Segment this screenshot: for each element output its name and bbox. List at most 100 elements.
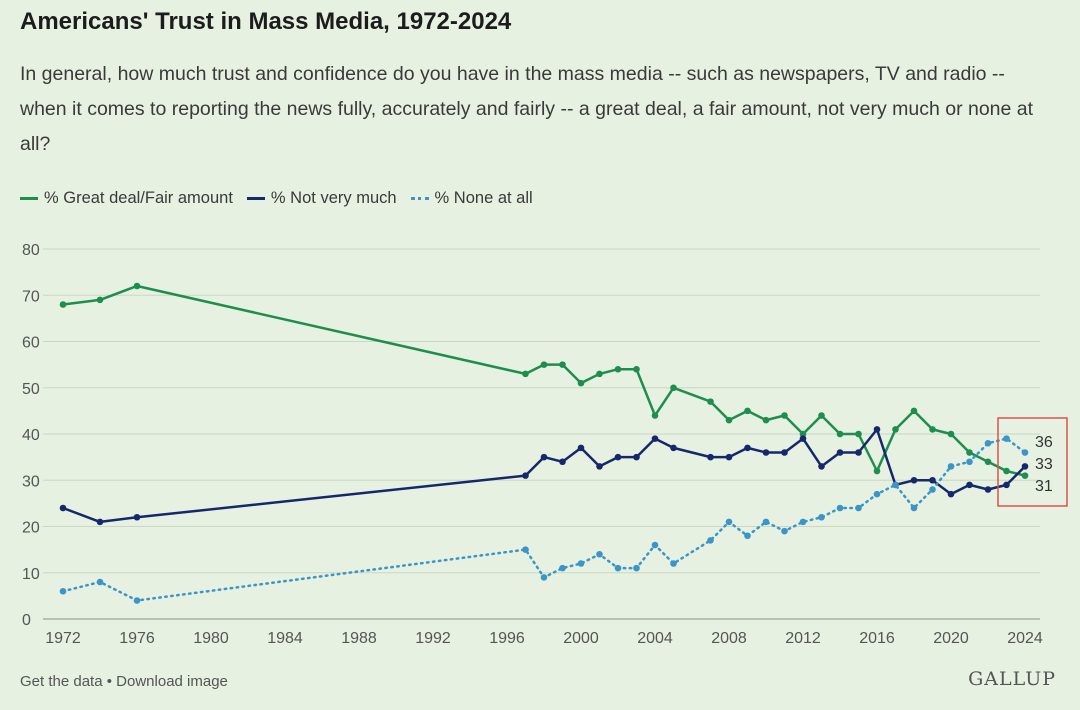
y-tick-label-10: 10 bbox=[22, 566, 40, 583]
y-tick-label-70: 70 bbox=[22, 288, 40, 305]
point-not-very-much-2000 bbox=[577, 444, 585, 452]
y-tick-label-80: 80 bbox=[22, 242, 40, 259]
point-none-at-all-1976 bbox=[133, 597, 141, 604]
point-not-very-much-2011 bbox=[781, 449, 788, 456]
point-great-deal-2016 bbox=[873, 467, 881, 475]
point-not-very-much-1999 bbox=[559, 458, 566, 466]
x-tick-label-1984: 1984 bbox=[267, 630, 303, 647]
point-none-at-all-2017 bbox=[892, 481, 899, 489]
point-great-deal-2001 bbox=[596, 370, 603, 378]
point-none-at-all-2015 bbox=[855, 504, 862, 512]
legend-label-great-deal: % Great deal/Fair amount bbox=[44, 189, 233, 207]
point-not-very-much-2013 bbox=[818, 463, 825, 470]
point-not-very-much-2003 bbox=[633, 453, 640, 461]
point-not-very-much-2019 bbox=[929, 476, 936, 484]
point-none-at-all-2024 bbox=[1021, 449, 1029, 456]
line-chart: 0 10 20 30 40 50 60 70 80 1972 1976 1980 1984 1988 199… bbox=[22, 242, 1068, 647]
end-value-label-31: 31 bbox=[1035, 478, 1053, 495]
end-value-label-33: 33 bbox=[1035, 456, 1053, 473]
point-none-at-all-2007 bbox=[707, 537, 714, 544]
point-none-at-all-1999 bbox=[559, 564, 566, 572]
point-great-deal-1998 bbox=[540, 361, 548, 368]
point-none-at-all-2012 bbox=[799, 518, 807, 526]
footer-separator: • bbox=[106, 673, 112, 690]
point-great-deal-2021 bbox=[966, 449, 973, 456]
y-tick-label-60: 60 bbox=[22, 335, 40, 352]
point-not-very-much-2021 bbox=[966, 481, 973, 489]
chart-legend: % Great deal/Fair amount % Not very much… bbox=[20, 189, 533, 208]
point-great-deal-1997 bbox=[522, 370, 529, 378]
point-not-very-much-2015 bbox=[855, 449, 862, 456]
point-none-at-all-2020 bbox=[947, 463, 955, 470]
gallup-logo: GALLUP bbox=[968, 668, 1056, 690]
point-not-very-much-2018 bbox=[910, 476, 918, 484]
point-great-deal-2019 bbox=[929, 426, 936, 433]
y-tick-label-50: 50 bbox=[22, 381, 40, 398]
point-not-very-much-2024 bbox=[1021, 463, 1029, 470]
point-great-deal-2013 bbox=[818, 412, 825, 419]
point-not-very-much-2010 bbox=[762, 449, 770, 456]
point-none-at-all-2010 bbox=[762, 518, 770, 526]
y-tick-label-0: 0 bbox=[22, 612, 31, 629]
chart-subtitle: In general, how much trust and confidenc… bbox=[20, 63, 1034, 155]
point-great-deal-2005 bbox=[670, 384, 677, 392]
highlight-box bbox=[997, 417, 1068, 507]
point-great-deal-2023 bbox=[1003, 467, 1010, 475]
point-none-at-all-2009 bbox=[744, 532, 751, 540]
point-not-very-much-2022 bbox=[984, 486, 992, 493]
legend-item-none-at-all: % None at all bbox=[410, 189, 533, 208]
x-tick-label-2016: 2016 bbox=[859, 630, 895, 647]
point-none-at-all-2005 bbox=[670, 560, 677, 567]
x-tick-label-2008: 2008 bbox=[711, 630, 747, 647]
point-none-at-all-2022 bbox=[984, 439, 992, 447]
point-none-at-all-2000 bbox=[577, 560, 585, 567]
get-data-link[interactable]: Get the data bbox=[20, 673, 103, 690]
point-not-very-much-2023 bbox=[1003, 481, 1010, 489]
legend-swatch-none-at-all bbox=[410, 197, 429, 200]
x-tick-label-1976: 1976 bbox=[119, 630, 155, 647]
point-great-deal-2000 bbox=[577, 379, 585, 387]
point-great-deal-2022 bbox=[984, 458, 992, 466]
point-none-at-all-2003 bbox=[633, 564, 640, 572]
point-not-very-much-1997 bbox=[522, 472, 529, 479]
point-not-very-much-2009 bbox=[744, 444, 751, 452]
point-not-very-much-2012 bbox=[799, 435, 807, 442]
legend-label-not-very-much: % Not very much bbox=[270, 189, 397, 207]
point-great-deal-2024 bbox=[1021, 472, 1029, 479]
point-not-very-much-2001 bbox=[596, 463, 603, 470]
point-great-deal-2014 bbox=[836, 430, 844, 438]
point-none-at-all-2016 bbox=[873, 490, 881, 498]
point-none-at-all-2014 bbox=[836, 504, 844, 512]
point-none-at-all-2011 bbox=[781, 527, 788, 535]
point-great-deal-2007 bbox=[707, 398, 714, 405]
x-tick-label-1988: 1988 bbox=[341, 630, 377, 647]
x-tick-label-2020: 2020 bbox=[933, 630, 969, 647]
point-great-deal-1976 bbox=[133, 282, 141, 290]
point-great-deal-2012 bbox=[799, 430, 807, 438]
point-great-deal-2002 bbox=[614, 365, 622, 373]
x-tick-label-2024: 2024 bbox=[1007, 630, 1043, 647]
point-great-deal-2008 bbox=[725, 416, 733, 424]
y-tick-label-20: 20 bbox=[22, 520, 40, 537]
footer-links: Get the data • Download image bbox=[20, 673, 228, 690]
point-not-very-much-2002 bbox=[614, 453, 622, 461]
legend-label-none-at-all: % None at all bbox=[434, 189, 533, 207]
legend-item-great-deal: % Great deal/Fair amount bbox=[20, 189, 233, 208]
x-tick-label-2000: 2000 bbox=[563, 630, 599, 647]
point-great-deal-2020 bbox=[947, 430, 955, 438]
point-great-deal-2003 bbox=[633, 365, 640, 373]
download-image-link[interactable]: Download image bbox=[116, 673, 228, 690]
x-tick-label-1972: 1972 bbox=[45, 630, 81, 647]
point-not-very-much-2020 bbox=[947, 490, 955, 498]
end-value-label-36: 36 bbox=[1035, 434, 1053, 451]
point-not-very-much-1976 bbox=[133, 513, 141, 521]
point-not-very-much-2008 bbox=[725, 453, 733, 461]
series-line-not-very-much bbox=[61, 428, 1027, 524]
series-line-none-at-all bbox=[61, 437, 1027, 602]
legend-item-not-very-much: % Not very much bbox=[246, 189, 397, 208]
point-great-deal-2015 bbox=[855, 430, 862, 438]
point-not-very-much-1974 bbox=[96, 518, 104, 526]
point-none-at-all-2013 bbox=[818, 513, 825, 521]
point-none-at-all-1974 bbox=[96, 578, 104, 586]
point-none-at-all-1997 bbox=[522, 546, 529, 553]
